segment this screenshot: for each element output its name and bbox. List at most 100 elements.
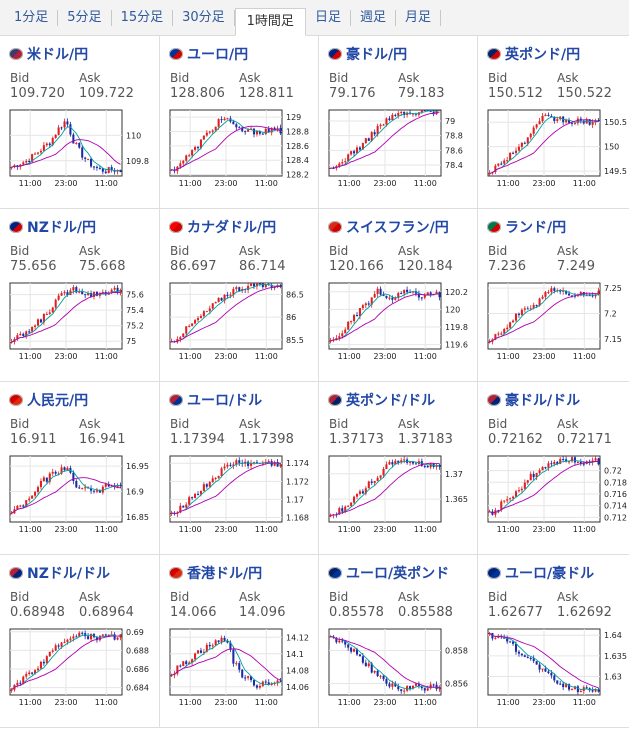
candle-body bbox=[388, 118, 391, 120]
candle-body bbox=[25, 673, 28, 677]
candle-body bbox=[95, 490, 98, 492]
candle-body bbox=[54, 299, 57, 308]
price-chart[interactable]: 7.25 7.2 7.15 11:00 23:00 11:00 bbox=[478, 281, 629, 381]
tab-0[interactable]: 1分足 bbox=[14, 9, 59, 26]
ma-fast-line bbox=[171, 283, 281, 343]
candle-body bbox=[576, 118, 579, 124]
pair-link[interactable]: カナダドル/円 bbox=[169, 217, 276, 237]
candle-body bbox=[87, 158, 90, 160]
candle-body bbox=[529, 473, 532, 481]
candle-body bbox=[497, 636, 500, 638]
tab-5[interactable]: 日足 bbox=[306, 9, 351, 26]
candle-body bbox=[591, 122, 594, 125]
tab-2[interactable]: 15分足 bbox=[112, 9, 174, 26]
candle-body bbox=[276, 462, 279, 467]
pair-link[interactable]: 香港ドル/円 bbox=[169, 563, 262, 583]
price-chart[interactable]: 0.69 0.688 0.686 0.684 11:00 23:00 11:00 bbox=[0, 627, 158, 727]
candle-body bbox=[411, 685, 415, 689]
candle-body bbox=[252, 283, 256, 287]
candle-body bbox=[42, 477, 45, 481]
price-chart[interactable]: 16.95 16.9 16.85 11:00 23:00 11:00 bbox=[0, 454, 158, 554]
bid-value: 79.176 bbox=[329, 86, 376, 101]
rate-card: ユーロ/英ポンド Bid Ask 0.85578 0.85588 0.858 0.… bbox=[319, 555, 478, 728]
candle-body bbox=[438, 291, 441, 298]
candle-body bbox=[497, 510, 500, 512]
price-chart[interactable]: 0.858 0.856 11:00 23:00 11:00 bbox=[319, 627, 477, 727]
pair-link[interactable]: ユーロ/円 bbox=[169, 44, 248, 64]
candle-body bbox=[509, 498, 512, 500]
pair-link[interactable]: 豪ドル/ドル bbox=[487, 390, 580, 410]
pair-link[interactable]: スイスフラン/円 bbox=[328, 217, 449, 237]
candle-body bbox=[591, 295, 594, 297]
price-chart[interactable]: 1.64 1.635 1.63 11:00 23:00 11:00 bbox=[478, 627, 629, 727]
candle-body bbox=[57, 127, 60, 135]
candle-body bbox=[60, 642, 63, 647]
candle-body bbox=[81, 147, 84, 158]
x-tick-label: 11:00 bbox=[179, 698, 202, 707]
price-chart[interactable]: 0.72 0.718 0.716 0.714 0.712 11:00 23:00 11:00 bbox=[478, 454, 629, 554]
x-tick-label: 11:00 bbox=[338, 179, 361, 188]
tab-7[interactable]: 月足 bbox=[396, 9, 441, 26]
tab-6[interactable]: 週足 bbox=[351, 9, 396, 26]
candle-body bbox=[119, 290, 122, 293]
price-chart[interactable]: 120.2 120 119.8 119.6 11:00 23:00 11:00 bbox=[319, 281, 477, 381]
y-tick-label: 119.8 bbox=[445, 323, 468, 332]
price-chart[interactable]: 79 78.8 78.6 78.4 11:00 23:00 11:00 bbox=[319, 108, 477, 208]
y-tick-label: 14.12 bbox=[286, 633, 309, 642]
candle-body bbox=[579, 690, 582, 693]
y-tick-label: 120.2 bbox=[445, 288, 468, 297]
x-tick-label: 11:00 bbox=[414, 525, 437, 534]
candle-body bbox=[214, 477, 217, 479]
pair-link[interactable]: 豪ドル/円 bbox=[328, 44, 407, 64]
y-tick-label: 78.6 bbox=[445, 146, 463, 155]
pair-name: 豪ドル/ドル bbox=[505, 393, 581, 409]
pair-name: 豪ドル/円 bbox=[346, 47, 408, 63]
y-tick-label: 1.168 bbox=[286, 513, 309, 522]
candle-body bbox=[211, 303, 214, 309]
pair-link[interactable]: ユーロ/英ポンド bbox=[328, 563, 449, 583]
candle-body bbox=[594, 458, 597, 461]
candle-body bbox=[39, 150, 42, 153]
pair-link[interactable]: 人民元/円 bbox=[9, 390, 88, 410]
price-chart[interactable]: 14.12 14.1 14.08 14.06 11:00 23:00 11:00 bbox=[160, 627, 318, 727]
price-chart[interactable]: 150.5 150 149.5 11:00 23:00 11:00 bbox=[478, 108, 629, 208]
candle-body bbox=[22, 505, 25, 507]
candle-body bbox=[57, 295, 60, 300]
pair-link[interactable]: NZドル/円 bbox=[9, 217, 96, 237]
tab-4[interactable]: 1時間足 bbox=[234, 8, 306, 36]
candle-body bbox=[185, 155, 188, 161]
candle-body bbox=[22, 676, 25, 684]
ask-value: 7.249 bbox=[557, 259, 596, 274]
pair-link[interactable]: ユーロ/豪ドル bbox=[487, 563, 594, 583]
pair-link[interactable]: NZドル/ドル bbox=[9, 563, 110, 583]
candle-body bbox=[438, 464, 441, 467]
y-tick-label: 0.688 bbox=[126, 646, 149, 655]
price-chart[interactable]: 86.5 86 85.5 11:00 23:00 11:00 bbox=[160, 281, 318, 381]
candle-body bbox=[98, 490, 101, 493]
tab-3[interactable]: 30分足 bbox=[173, 9, 235, 26]
price-chart[interactable]: 1.174 1.172 1.17 1.168 11:00 23:00 11:00 bbox=[160, 454, 318, 554]
pair-link[interactable]: ユーロ/ドル bbox=[169, 390, 262, 410]
candle-body bbox=[576, 686, 579, 693]
candle-body bbox=[550, 288, 553, 293]
price-chart[interactable]: 110 109.8 11:00 23:00 11:00 bbox=[0, 108, 158, 208]
pair-link[interactable]: ランド/円 bbox=[487, 217, 566, 237]
candle-body bbox=[119, 634, 122, 638]
price-chart[interactable]: 75.6 75.4 75.2 75 11:00 23:00 11:00 bbox=[0, 281, 158, 381]
candle-body bbox=[87, 293, 90, 296]
ask-label: Ask bbox=[239, 417, 261, 431]
price-chart[interactable]: 129 128.8 128.6 128.4 128.2 11:00 23:00 11:00 bbox=[160, 108, 318, 208]
tab-1[interactable]: 5分足 bbox=[58, 9, 112, 26]
candle-body bbox=[361, 656, 364, 663]
candle-body bbox=[232, 288, 235, 295]
pair-link[interactable]: 英ポンド/円 bbox=[487, 44, 580, 64]
bid-label: Bid bbox=[10, 71, 30, 85]
candle-body bbox=[562, 459, 565, 461]
candle-body bbox=[379, 288, 382, 295]
price-chart[interactable]: 1.37 1.365 11:00 23:00 11:00 bbox=[319, 454, 477, 554]
candle-body bbox=[562, 290, 565, 292]
chart-svg: 0.69 0.688 0.686 0.684 11:00 23:00 11:00 bbox=[9, 628, 149, 707]
pair-link[interactable]: 米ドル/円 bbox=[9, 44, 88, 64]
pair-link[interactable]: 英ポンド/ドル bbox=[328, 390, 435, 410]
ma-slow-line bbox=[330, 462, 440, 516]
